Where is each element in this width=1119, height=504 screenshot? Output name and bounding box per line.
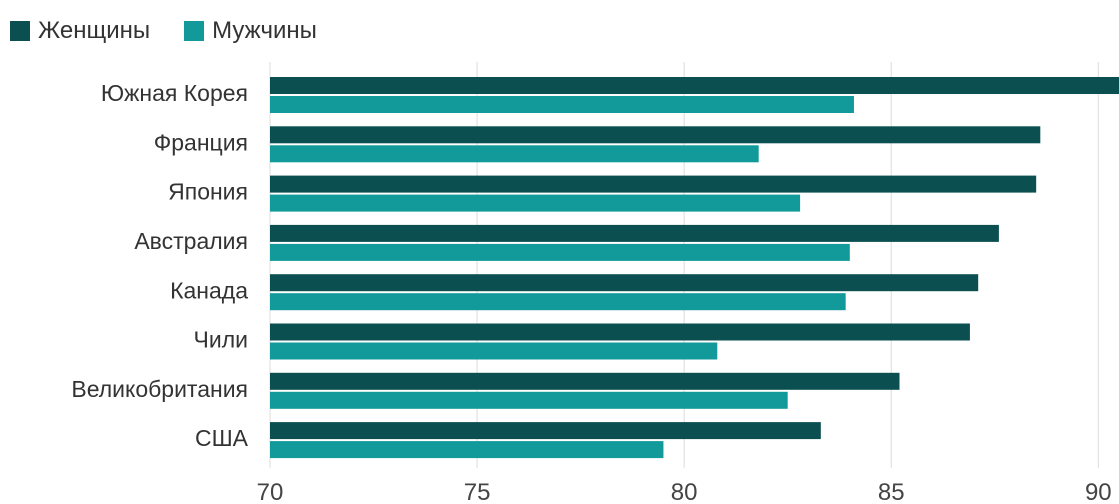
bar-women <box>270 126 1041 144</box>
bar-women <box>270 224 999 242</box>
category-label: Канада <box>170 277 248 303</box>
legend-swatch-men <box>184 21 205 41</box>
legend-item-women: Женщины <box>10 17 150 45</box>
x-tick-label-80: 80 <box>671 479 698 504</box>
bar-men <box>270 96 854 113</box>
legend-item-men: Мужчины <box>184 17 317 45</box>
category-label: Япония <box>168 179 248 205</box>
legend-label-men: Мужчины <box>212 17 317 44</box>
x-tick-label-90: 90 <box>1085 479 1112 504</box>
bar-men <box>270 243 850 261</box>
bar-men <box>270 342 718 360</box>
bar-women <box>270 77 1119 94</box>
category-label: Южная Корея <box>101 80 248 106</box>
bar-women <box>270 372 900 390</box>
x-tick-label-70: 70 <box>257 479 284 504</box>
category-label: Австралия <box>134 228 248 254</box>
legend-label-women: Женщины <box>38 17 151 44</box>
x-tick-label-85: 85 <box>878 479 905 504</box>
legend: Женщины Мужчины <box>10 14 351 48</box>
legend-swatch-women <box>10 21 30 41</box>
category-label: Великобритания <box>71 376 248 402</box>
bar-men <box>270 194 801 212</box>
x-tick-label-75: 75 <box>464 479 491 504</box>
bar-men <box>270 145 759 163</box>
category-label: Франция <box>154 129 248 155</box>
bar-men <box>270 293 846 311</box>
bar-men <box>270 441 664 459</box>
bar-men <box>270 391 788 409</box>
bar-women <box>270 422 821 440</box>
category-label: Чили <box>194 327 248 353</box>
bar-women <box>270 323 970 341</box>
category-label: США <box>195 425 249 451</box>
bar-women <box>270 274 979 292</box>
bar-women <box>270 175 1037 193</box>
